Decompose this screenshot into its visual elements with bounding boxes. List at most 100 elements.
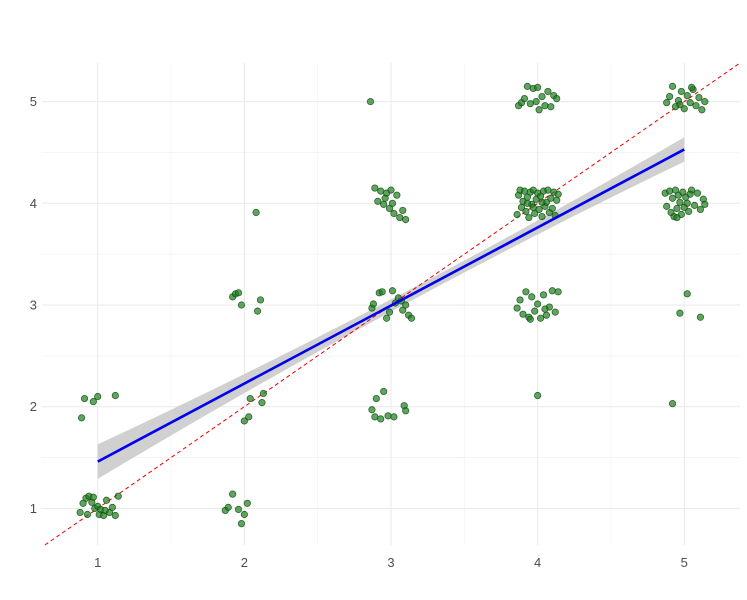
data-point [673, 213, 681, 222]
data-point [673, 204, 681, 213]
data-point [536, 314, 545, 322]
data-point [256, 296, 265, 304]
x-tick-label: 5 [681, 555, 688, 570]
data-point [383, 314, 391, 322]
data-point [388, 199, 397, 207]
data-point [677, 87, 685, 96]
data-point [229, 490, 237, 498]
data-point [259, 389, 268, 398]
data-point [663, 99, 671, 107]
x-tick-label: 1 [94, 555, 101, 570]
data-point [668, 82, 677, 90]
data-point [245, 413, 253, 421]
data-point [258, 399, 266, 407]
data-point [380, 387, 388, 396]
data-point [690, 201, 699, 209]
data-point [686, 190, 694, 198]
data-point [676, 309, 684, 317]
data-point [523, 199, 531, 207]
data-point [534, 391, 542, 400]
data-point [541, 102, 549, 110]
data-point [668, 400, 677, 408]
data-point [399, 206, 407, 215]
data-point [246, 394, 254, 403]
data-point [111, 391, 119, 400]
data-point [544, 87, 552, 96]
data-point [519, 310, 527, 318]
data-point [541, 305, 549, 313]
data-point [237, 301, 246, 309]
data-point [377, 187, 385, 195]
data-point [539, 291, 548, 299]
y-tick-label: 1 [30, 501, 37, 516]
data-point [695, 93, 703, 102]
data-point [683, 199, 691, 207]
data-point [77, 414, 86, 422]
data-point [369, 300, 378, 308]
data-point [381, 194, 389, 202]
data-point [89, 398, 97, 406]
data-point [371, 184, 379, 192]
data-point [547, 103, 555, 111]
data-point [234, 289, 243, 297]
data-point [380, 200, 388, 208]
data-point [683, 290, 691, 298]
data-point [538, 198, 546, 206]
data-point [108, 503, 116, 511]
data-point [111, 511, 119, 520]
data-point [554, 190, 562, 198]
data-point [378, 288, 386, 296]
data-point [676, 101, 684, 109]
data-point [83, 510, 92, 519]
data-point [76, 508, 84, 517]
data-point [396, 213, 404, 222]
data-point [516, 296, 524, 304]
data-point [368, 406, 376, 414]
x-tick-label: 4 [534, 555, 541, 570]
data-point [532, 98, 540, 106]
x-tick-label: 3 [387, 555, 394, 570]
data-points [76, 82, 709, 528]
data-point [526, 315, 534, 323]
data-point [544, 186, 552, 194]
data-point [101, 506, 109, 515]
data-point [224, 503, 232, 511]
data-point [696, 205, 705, 214]
y-axis-ticks: 1 2 3 4 5 [30, 94, 37, 516]
data-point [538, 92, 546, 101]
data-point [252, 208, 260, 217]
data-point [374, 197, 382, 205]
data-point [547, 194, 555, 202]
data-point [94, 392, 102, 401]
data-point [676, 198, 684, 206]
data-point [366, 98, 375, 106]
data-point [535, 205, 543, 214]
data-point [551, 308, 559, 316]
data-point [696, 313, 705, 321]
data-point [701, 98, 709, 106]
data-point [237, 520, 246, 528]
data-point [548, 204, 556, 213]
data-point [372, 394, 380, 403]
confidence-band [97, 137, 685, 479]
data-point [402, 301, 410, 309]
data-point [522, 207, 530, 216]
data-point [548, 287, 556, 295]
data-point [685, 207, 693, 216]
data-point [513, 210, 521, 219]
data-point [402, 407, 410, 415]
data-point [553, 196, 561, 204]
data-point [534, 300, 542, 308]
x-axis-ticks: 1 2 3 4 5 [94, 555, 688, 570]
data-point [114, 492, 122, 500]
data-point [525, 213, 533, 222]
data-point [529, 203, 537, 211]
data-point [89, 493, 97, 501]
data-point [388, 287, 397, 295]
confidence-band-area [97, 137, 685, 479]
data-point [666, 92, 674, 101]
data-point [240, 417, 248, 425]
data-point [522, 288, 530, 296]
fit-line [97, 148, 685, 463]
